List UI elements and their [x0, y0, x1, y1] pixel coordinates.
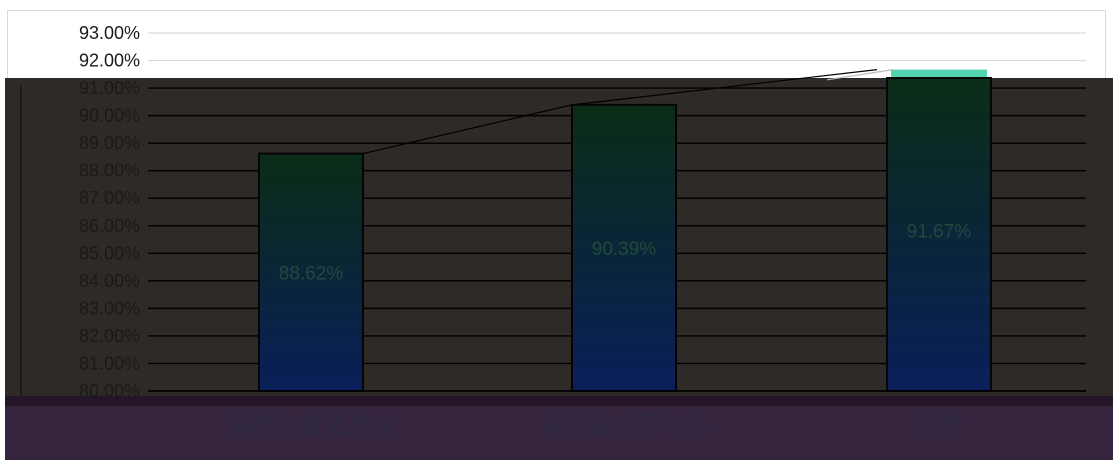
category-label-0: 湖南省普通高校: [227, 411, 395, 439]
y-tick-label-6: 86.00%: [79, 216, 140, 236]
data-label-2: 91.67%: [907, 221, 972, 242]
data-label-1: 90.39%: [592, 239, 657, 260]
y-tick-label-7: 87.00%: [79, 188, 140, 208]
category-label-2: 我校: [915, 411, 963, 439]
y-tick-label-12: 92.00%: [79, 51, 140, 71]
y-tick-label-13: 93.00%: [79, 23, 140, 43]
y-tick-label-10: 90.00%: [79, 106, 140, 126]
y-tick-label-1: 81.00%: [79, 353, 140, 373]
category-band-shadow: [5, 396, 1113, 406]
bar-0: [258, 152, 364, 392]
bar-2: [886, 77, 992, 392]
y-tick-label-8: 88.00%: [79, 161, 140, 181]
category-label-1: 湖南省高职专科: [540, 411, 708, 439]
trend-line: [362, 69, 878, 155]
y-tick-label-3: 83.00%: [79, 298, 140, 318]
data-label-0: 88.62%: [279, 263, 344, 284]
category-band: [5, 396, 1113, 460]
trend-line-tail: [826, 69, 894, 81]
y-tick-label-0: 80.00%: [79, 381, 140, 401]
y-tick-label-11: 91.00%: [79, 78, 140, 98]
y-tick-label-4: 84.00%: [79, 271, 140, 291]
bar-1: [571, 103, 677, 392]
y-tick-label-5: 85.00%: [79, 243, 140, 263]
bar-top-2: [891, 69, 987, 78]
y-tick-label-2: 82.00%: [79, 326, 140, 346]
y-tick-label-9: 89.00%: [79, 133, 140, 153]
